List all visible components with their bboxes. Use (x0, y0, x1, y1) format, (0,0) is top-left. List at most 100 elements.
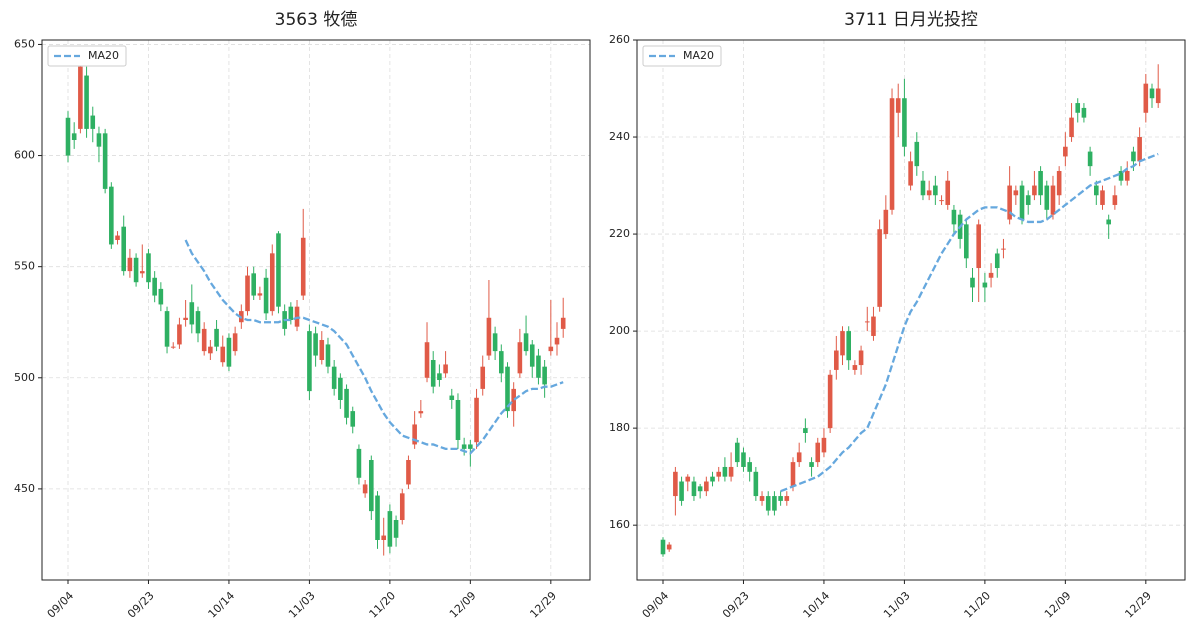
candle-body (319, 340, 325, 360)
candle-body (480, 366, 486, 389)
legend-box (642, 45, 722, 67)
candle-body (183, 317, 188, 320)
candle-body (834, 350, 839, 370)
candle-body (1075, 103, 1081, 113)
candle-body (492, 333, 498, 352)
candle-body (78, 66, 83, 129)
candle-body (939, 200, 944, 202)
chart-title: 3711 日月光投控 (844, 10, 978, 30)
candle-body (1137, 137, 1142, 162)
candle-body (499, 351, 504, 374)
candle-body (269, 253, 275, 312)
candle-body (1112, 195, 1118, 205)
candle-body (505, 366, 510, 412)
candle-body (418, 411, 424, 414)
candle-body (536, 355, 541, 378)
legend-label: MA20 (683, 49, 714, 62)
candle-body (815, 442, 821, 463)
candle-body (412, 424, 417, 445)
x-tick-label: 12/29 (527, 589, 559, 621)
candle-body (437, 373, 442, 380)
candle-body (362, 484, 368, 494)
candle-body (529, 344, 535, 367)
candle-body (759, 496, 765, 501)
ma-line (780, 152, 1159, 493)
candle-body (765, 496, 771, 511)
candle-body (1106, 219, 1111, 225)
candle-body (554, 337, 560, 345)
candle-body (71, 133, 77, 140)
candle-body (1025, 195, 1031, 205)
x-tick-label: 09/04 (45, 589, 77, 621)
candle-body (189, 302, 195, 325)
y-tick-label: 200 (609, 324, 630, 337)
x-tick-label: 10/14 (801, 589, 833, 621)
candle-body (542, 366, 547, 385)
candle-body (1050, 185, 1056, 215)
y-tick-label: 600 (14, 149, 35, 162)
candle-body (96, 133, 102, 147)
candle-body (263, 277, 269, 314)
candle-body (1100, 190, 1105, 205)
x-tick-label: 11/20 (962, 589, 994, 621)
candle-body (139, 271, 145, 274)
candle-body (109, 186, 114, 245)
plot-frame (636, 39, 1186, 581)
x-tick-label: 12/09 (447, 589, 479, 621)
candle-body (276, 233, 281, 307)
candle-body (716, 471, 722, 477)
candle-body (461, 444, 467, 449)
candle-body (1131, 151, 1136, 162)
candle-body (784, 496, 790, 501)
candle-body (474, 397, 479, 443)
candle-body (679, 481, 684, 501)
candle-body (406, 460, 411, 485)
candle-body (1094, 185, 1099, 196)
candle-body (288, 306, 294, 320)
candle-body (251, 273, 256, 296)
candle-body (747, 462, 752, 472)
y-tick-label: 500 (14, 371, 35, 384)
candle-body (517, 342, 523, 374)
x-tick-label: 11/03 (881, 589, 913, 621)
candle-body (722, 466, 728, 477)
candle-body (195, 311, 201, 334)
y-tick-label: 650 (14, 37, 35, 50)
candle-body (710, 476, 715, 482)
candle-body (895, 98, 901, 113)
candle-body (201, 328, 207, 352)
y-tick-label: 180 (609, 421, 630, 434)
candle-body (443, 364, 448, 374)
y-tick-label: 220 (609, 227, 630, 240)
candle-body (245, 275, 250, 312)
x-tick-label: 10/14 (206, 589, 238, 621)
candle-body (994, 253, 1000, 269)
candle-body (430, 360, 436, 387)
candle-body (325, 344, 331, 367)
candle-body (858, 350, 864, 366)
candle-body (1001, 248, 1006, 250)
candle-body (796, 452, 802, 463)
candle-body (660, 539, 666, 555)
candle-body (753, 471, 759, 497)
candle-body (1069, 117, 1074, 138)
candle-body (803, 428, 808, 433)
candle-body (146, 253, 151, 283)
candle-body (1032, 185, 1037, 196)
candle-body (65, 117, 71, 156)
candle-body (1019, 185, 1025, 220)
candle-body (548, 346, 554, 352)
chart-title: 3563 牧德 (275, 10, 358, 30)
candle-body (1143, 83, 1149, 113)
candle-body (449, 395, 455, 400)
candle-body (821, 437, 827, 453)
candle-body (778, 496, 783, 501)
candle-body (666, 544, 672, 550)
candle-body (988, 272, 994, 278)
candle-body (1124, 170, 1130, 181)
candle-body (214, 328, 219, 347)
candle-body (728, 466, 734, 477)
candle-body (84, 75, 89, 129)
candle-body (846, 331, 851, 361)
candle-body (115, 235, 120, 240)
